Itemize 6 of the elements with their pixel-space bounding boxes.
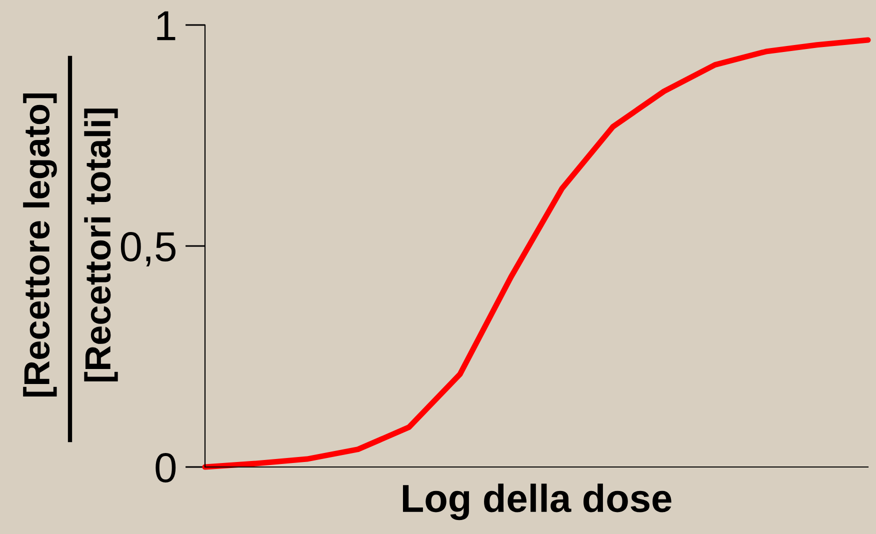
text: [Recettore legato]: [23, 94, 57, 396]
text: [Recettori totali]: [84, 108, 118, 382]
x-axis-title: Log della dose: [402, 484, 672, 520]
y-tick-label: 0,5: [120, 232, 176, 266]
y-tick-label: 0: [156, 453, 176, 483]
y-tick-label: 1: [157, 11, 176, 40]
